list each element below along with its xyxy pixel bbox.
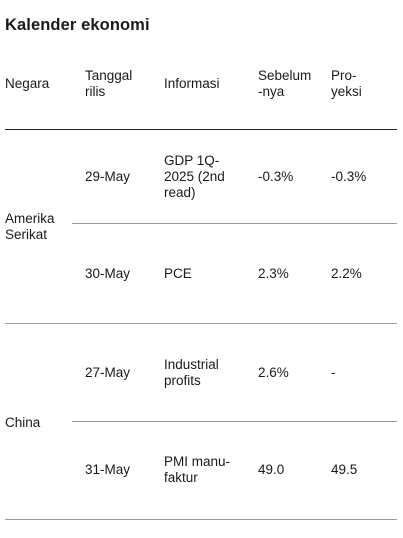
previous-value: 2.6% — [258, 365, 289, 380]
release-date: 31-May — [85, 462, 131, 477]
row-divider — [72, 421, 397, 422]
previous-value: 49.0 — [258, 462, 285, 477]
group-divider — [5, 323, 397, 324]
release-date: 30-May — [85, 266, 131, 281]
previous-value: 2.3% — [258, 266, 289, 281]
indicator-name: PMI manu- faktur — [164, 454, 231, 485]
indicator-name: Industrial profits — [164, 357, 219, 388]
page-title: Kalender ekonomi — [5, 16, 150, 34]
forecast-value: -0.3% — [331, 169, 367, 184]
header-informasi: Informasi — [164, 76, 220, 91]
previous-value: -0.3% — [258, 169, 294, 184]
country-label: Amerika Serikat — [5, 211, 55, 242]
country-label: China — [5, 415, 41, 430]
forecast-value: 49.5 — [331, 462, 358, 477]
row-divider — [72, 223, 397, 224]
header-divider — [5, 129, 397, 130]
forecast-value: - — [331, 365, 336, 380]
header-sebelumnya: Sebelum -nya — [258, 68, 312, 99]
forecast-value: 2.2% — [331, 266, 362, 281]
header-negara: Negara — [5, 76, 50, 91]
header-tanggal-rilis: Tanggal rilis — [85, 68, 133, 99]
indicator-name: PCE — [164, 266, 192, 281]
release-date: 27-May — [85, 365, 131, 380]
release-date: 29-May — [85, 169, 131, 184]
header-proyeksi: Pro- yeksi — [331, 68, 362, 99]
group-divider — [5, 519, 397, 520]
indicator-name: GDP 1Q- 2025 (2nd read) — [164, 153, 225, 200]
